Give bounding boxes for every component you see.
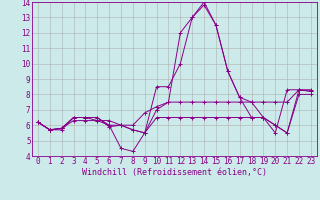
X-axis label: Windchill (Refroidissement éolien,°C): Windchill (Refroidissement éolien,°C) [82, 168, 267, 177]
